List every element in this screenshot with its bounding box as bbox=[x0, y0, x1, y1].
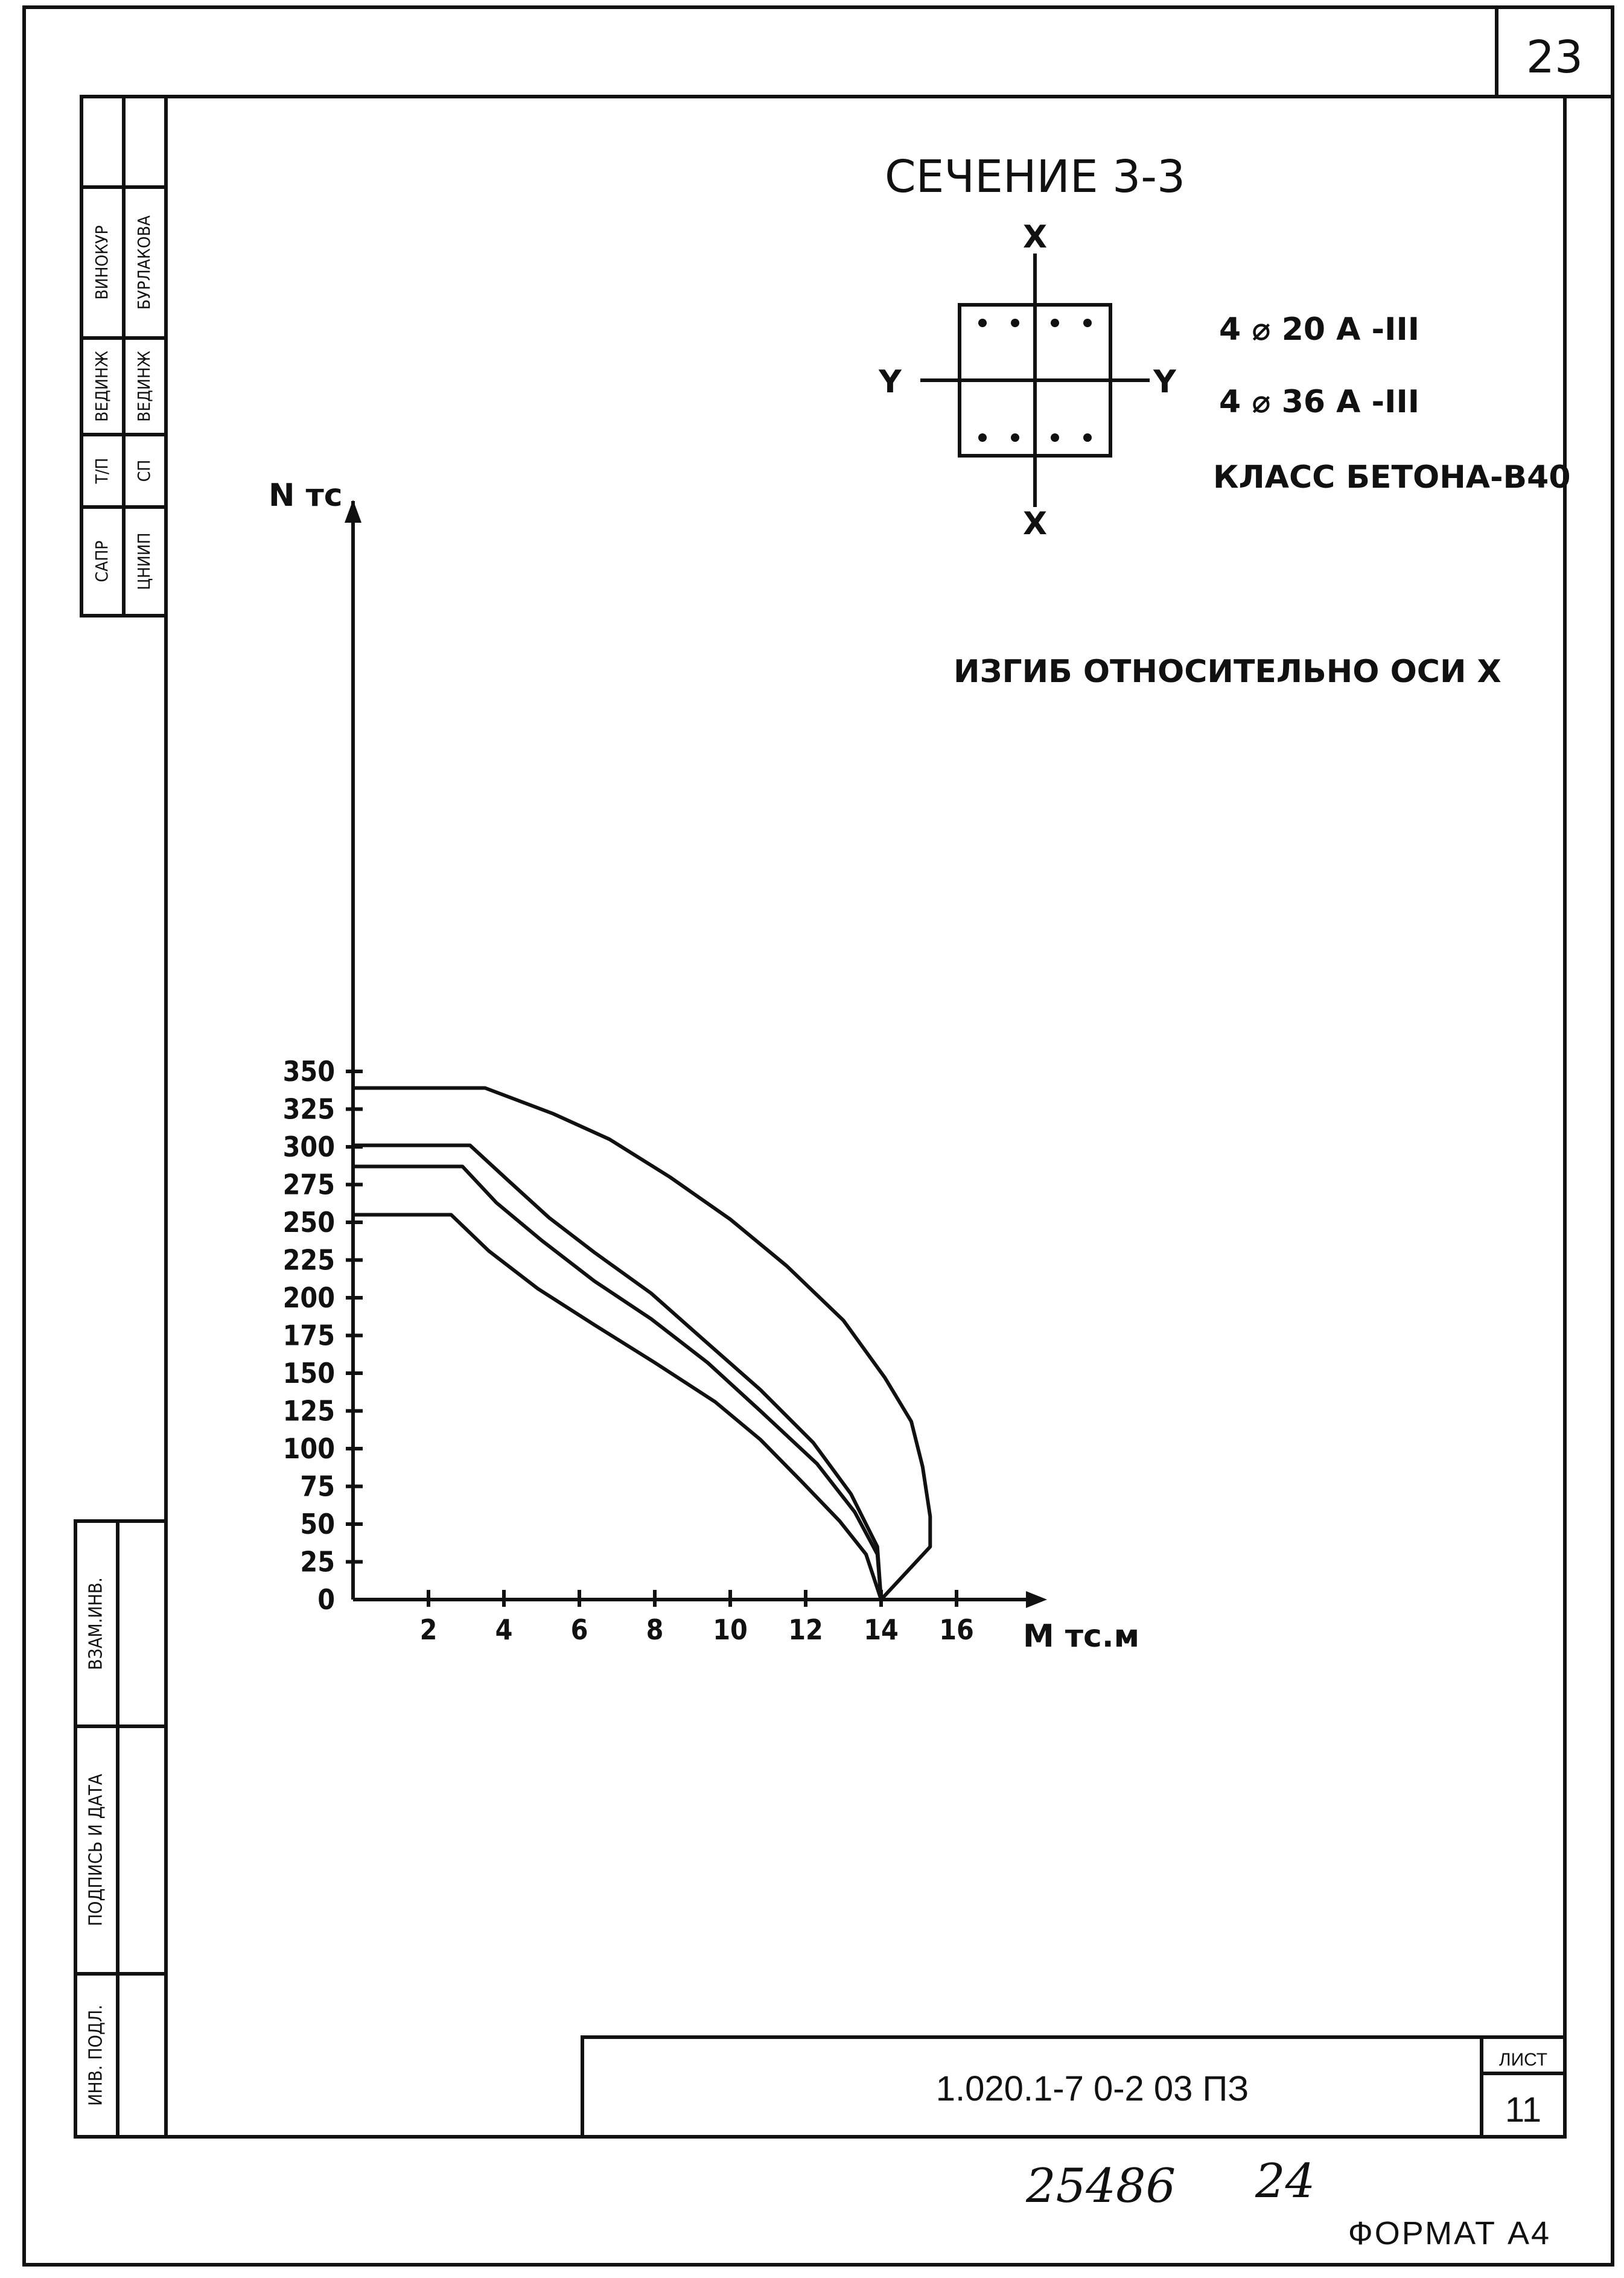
bending-note: ИЗГИБ ОТНОСИТЕЛЬНО ОСИ Х bbox=[954, 654, 1501, 690]
y-tick-label: 75 bbox=[300, 1470, 335, 1503]
margin-label: ИНВ. ПОДЛ. bbox=[86, 2005, 107, 2106]
rebar-dots bbox=[978, 319, 1092, 442]
y-tick-label: 250 bbox=[283, 1206, 335, 1239]
handwritten-page: 24 bbox=[1255, 2154, 1315, 2209]
y-tick-label: 25 bbox=[300, 1546, 335, 1578]
interaction-chart: 0 25 50 75 100 125 150 175 200 225 250 275 300 325 350… bbox=[269, 477, 1139, 1654]
section-y-label-left: Y bbox=[878, 364, 902, 400]
document-code: 1.020.1-7 0-2 03 ПЗ bbox=[936, 2069, 1249, 2108]
y-tick-label: 200 bbox=[283, 1281, 335, 1314]
y-tick-label: 300 bbox=[283, 1131, 335, 1163]
left-margin-fields: ВЗАМ.ИНВ. ПОДПИСЬ И ДАТА ИНВ. ПОДЛ. bbox=[74, 1519, 168, 2139]
y-tick-label: 100 bbox=[283, 1432, 335, 1465]
x-tick-label: 4 bbox=[495, 1613, 513, 1646]
y-tick-label: 150 bbox=[283, 1357, 335, 1389]
x-tick-label: 6 bbox=[571, 1613, 588, 1646]
section-x-label-top: X bbox=[1023, 219, 1047, 255]
outer-frame bbox=[22, 5, 1614, 2267]
section-title: СЕЧЕНИЕ 3-3 bbox=[885, 151, 1185, 203]
y-tick-label: 175 bbox=[283, 1319, 335, 1352]
x-axis-label: М тс.м bbox=[1023, 1618, 1139, 1654]
title-block: 1.020.1-7 0-2 03 ПЗ ЛИСТ 11 bbox=[581, 2035, 1567, 2139]
y-axis-label: N тс bbox=[269, 477, 343, 514]
y-axis-arrow bbox=[345, 500, 361, 523]
interaction-curve-3 bbox=[353, 1164, 883, 1600]
rebar-line-2: 4 ⌀ 36 А -III bbox=[1219, 384, 1419, 420]
concrete-class: КЛАСС БЕТОНА-В40 bbox=[1213, 459, 1571, 496]
rebar-line-1: 4 ⌀ 20 А -III bbox=[1219, 311, 1419, 348]
stamp-cell: БУРЛАКОВА bbox=[134, 215, 154, 310]
section-x-label-bottom: X bbox=[1023, 506, 1047, 542]
x-tick-label: 10 bbox=[713, 1613, 748, 1646]
section-diagram: СЕЧЕНИЕ 3-3 X X Y Y 4 ⌀ 20 А -III 4 ⌀ 36… bbox=[878, 151, 1570, 542]
stamp-cell: САПР bbox=[92, 541, 112, 582]
stamp-cell: ВЕДИНЖ bbox=[92, 351, 112, 422]
stamp-cell: Т/П bbox=[92, 458, 112, 485]
x-tick-label: 2 bbox=[420, 1613, 438, 1646]
section-y-label-right: Y bbox=[1153, 364, 1177, 400]
side-stamp: САПР Т/П ВЕДИНЖ ВИНОКУР ЦНИИП СП ВЕДИНЖ БУРЛАК… bbox=[80, 95, 168, 617]
y-tick-label: 50 bbox=[300, 1508, 335, 1540]
format-label: ФОРМАТ А4 bbox=[1348, 2215, 1551, 2251]
margin-label: ВЗАМ.ИНВ. bbox=[86, 1577, 107, 1670]
interaction-curve-4 bbox=[353, 1213, 883, 1600]
interaction-curve-2 bbox=[353, 1143, 883, 1600]
inventory-number: 25486 bbox=[1025, 2159, 1176, 2213]
page-number-box bbox=[1495, 5, 1614, 98]
x-axis-arrow bbox=[1026, 1591, 1047, 1608]
chart-axes bbox=[345, 500, 1047, 1608]
page-number: 23 bbox=[1526, 31, 1583, 83]
x-tick-label: 8 bbox=[646, 1613, 664, 1646]
y-tick-label: 125 bbox=[283, 1395, 335, 1428]
margin-label: ПОДПИСЬ И ДАТА bbox=[86, 1773, 107, 1926]
interaction-curve-1 bbox=[353, 1086, 932, 1601]
stamp-cell: ВИНОКУР bbox=[92, 225, 112, 299]
stamp-cell: ВЕДИНЖ bbox=[134, 351, 154, 422]
x-ticks: 2 4 6 8 10 12 14 16 bbox=[420, 1590, 974, 1646]
y-tick-label: 350 bbox=[283, 1055, 335, 1088]
y-tick-label: 0 bbox=[317, 1583, 335, 1616]
sheet-number: 11 bbox=[1505, 2090, 1541, 2130]
y-tick-label: 325 bbox=[283, 1093, 335, 1126]
x-tick-label: 14 bbox=[864, 1613, 899, 1646]
y-tick-label: 225 bbox=[283, 1244, 335, 1277]
x-tick-label: 12 bbox=[788, 1613, 823, 1646]
x-tick-label: 16 bbox=[939, 1613, 974, 1646]
y-ticks: 0 25 50 75 100 125 150 175 200 225 250 275 300 325 350 bbox=[283, 1055, 363, 1616]
stamp-cell: ЦНИИП bbox=[134, 532, 154, 590]
y-tick-label: 275 bbox=[283, 1169, 335, 1201]
chart-curves bbox=[353, 1086, 932, 1601]
stamp-cell: СП bbox=[134, 460, 154, 482]
sheet-label: ЛИСТ bbox=[1499, 2050, 1547, 2070]
